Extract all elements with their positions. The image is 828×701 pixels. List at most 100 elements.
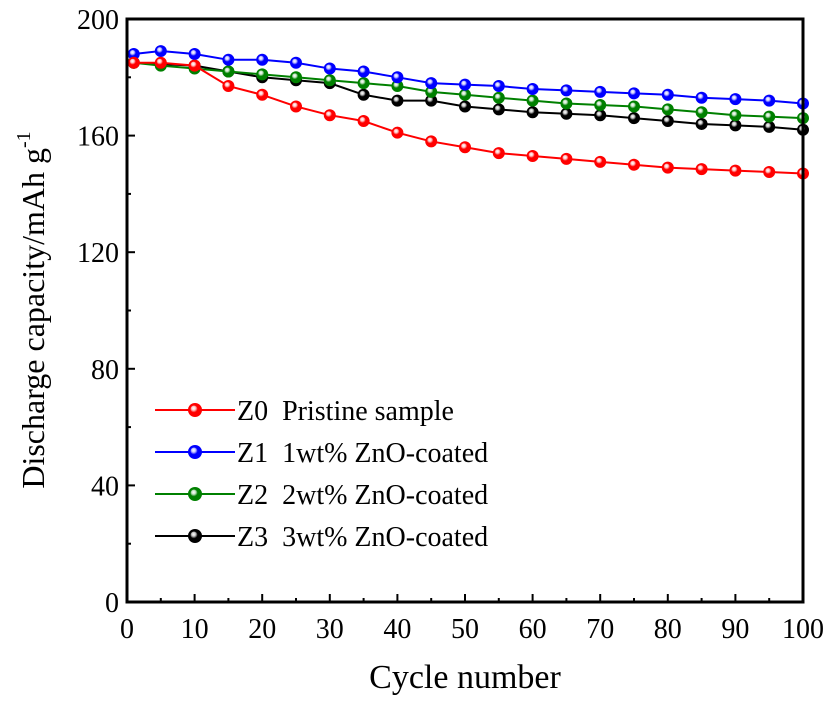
data-point-highlight <box>630 89 636 96</box>
data-point-highlight <box>292 73 298 80</box>
y-tick-label: 40 <box>91 471 119 502</box>
legend-label: Z1 1wt% ZnO-coated <box>237 438 488 469</box>
data-point-highlight <box>630 160 636 167</box>
data-point-highlight <box>528 108 535 115</box>
legend-label: Z2 2wt% ZnO-coated <box>237 480 488 511</box>
data-point-highlight <box>190 49 197 56</box>
data-point-highlight <box>765 96 772 103</box>
data-point-highlight <box>190 61 197 68</box>
data-point-highlight <box>292 102 298 109</box>
data-point-highlight <box>596 157 603 164</box>
data-point-highlight <box>224 67 231 74</box>
legend-item: Z0 Pristine sample <box>155 396 454 427</box>
x-tick-label: 70 <box>586 614 614 645</box>
data-point-highlight <box>731 111 738 118</box>
data-point-highlight <box>461 102 467 109</box>
data-point-highlight <box>528 84 535 91</box>
data-point-highlight <box>359 117 366 124</box>
legend-marker-highlight <box>190 405 198 413</box>
data-point-highlight <box>663 105 670 112</box>
axes: 0 10 20 30 40 50 60 70 80 90 100 0 40 80 120 160 200 <box>77 5 824 645</box>
data-point-highlight <box>325 64 332 71</box>
x-tick-label: 10 <box>181 614 209 645</box>
data-point-highlight <box>156 58 163 65</box>
y-tick-label: 120 <box>77 238 119 269</box>
data-point-highlight <box>129 49 136 56</box>
data-point-highlight <box>393 82 400 89</box>
data-point-highlight <box>393 73 400 80</box>
x-tick-label: 80 <box>654 614 682 645</box>
data-point-highlight <box>359 79 366 86</box>
data-point-highlight <box>393 128 400 135</box>
y-tick-label: 80 <box>91 355 119 386</box>
x-tick-label: 60 <box>519 614 547 645</box>
data-point-highlight <box>427 87 434 94</box>
data-point-highlight <box>731 121 738 128</box>
y-tick-label: 0 <box>105 588 119 619</box>
data-point-highlight <box>427 137 434 144</box>
data-point-highlight <box>129 58 136 65</box>
data-point-highlight <box>359 67 366 74</box>
data-point-highlight <box>359 90 366 97</box>
data-point-highlight <box>258 55 265 62</box>
data-point-highlight <box>731 95 738 102</box>
data-point-highlight <box>596 111 603 118</box>
legend-marker-highlight <box>190 447 198 455</box>
data-point-highlight <box>596 87 603 94</box>
data-point-highlight <box>325 111 332 118</box>
legend-label: Z0 Pristine sample <box>237 396 454 427</box>
legend-marker-highlight <box>190 531 198 539</box>
data-point-highlight <box>224 82 231 89</box>
y-tick-label: 160 <box>77 122 119 153</box>
data-point-highlight <box>224 55 231 62</box>
data-point-highlight <box>156 47 163 54</box>
x-tick-label: 30 <box>316 614 344 645</box>
data-point-highlight <box>630 102 636 109</box>
data-point-highlight <box>697 165 704 172</box>
data-point-highlight <box>494 105 501 112</box>
data-point-highlight <box>562 99 569 106</box>
series-layer <box>127 45 809 180</box>
data-point-highlight <box>528 152 535 159</box>
x-tick-label: 20 <box>248 614 276 645</box>
legend-item: Z2 2wt% ZnO-coated <box>155 480 488 511</box>
data-point-highlight <box>528 96 535 103</box>
x-tick-label: 90 <box>721 614 749 645</box>
data-point-highlight <box>292 58 298 65</box>
data-point-highlight <box>258 90 265 97</box>
data-point-highlight <box>562 109 569 116</box>
legend-item: Z1 1wt% ZnO-coated <box>155 438 488 469</box>
data-point-highlight <box>461 90 467 97</box>
y-axis-label: Discharge capacity/mAh g-1 <box>13 131 51 488</box>
data-point-highlight <box>663 117 670 124</box>
legend-item: Z3 3wt% ZnO-coated <box>155 522 488 553</box>
x-tick-label: 100 <box>782 614 824 645</box>
x-axis-label: Cycle number <box>369 659 561 696</box>
data-point-highlight <box>494 149 501 156</box>
y-tick-label: 200 <box>77 5 119 36</box>
legend-marker-highlight <box>190 489 198 497</box>
data-point-highlight <box>562 86 569 93</box>
data-point-highlight <box>258 70 265 77</box>
data-point-highlight <box>731 166 738 173</box>
legend: Z0 Pristine sample Z1 1wt% ZnO-coated Z2 2… <box>155 396 488 553</box>
series-z0 <box>127 56 809 180</box>
x-tick-label: 0 <box>120 614 134 645</box>
data-point-highlight <box>494 93 501 100</box>
x-tick-label: 50 <box>451 614 479 645</box>
data-point-highlight <box>461 143 467 150</box>
data-point-highlight <box>697 119 704 126</box>
data-point-highlight <box>494 82 501 89</box>
series-z1 <box>127 45 809 110</box>
data-point-highlight <box>325 76 332 83</box>
data-point-highlight <box>697 108 704 115</box>
data-point-highlight <box>427 96 434 103</box>
data-point-highlight <box>596 100 603 107</box>
legend-label: Z3 3wt% ZnO-coated <box>237 522 488 553</box>
data-point-highlight <box>663 90 670 97</box>
data-point-highlight <box>461 80 467 87</box>
data-point-highlight <box>765 122 772 129</box>
data-point-highlight <box>427 79 434 86</box>
data-point-highlight <box>630 114 636 121</box>
